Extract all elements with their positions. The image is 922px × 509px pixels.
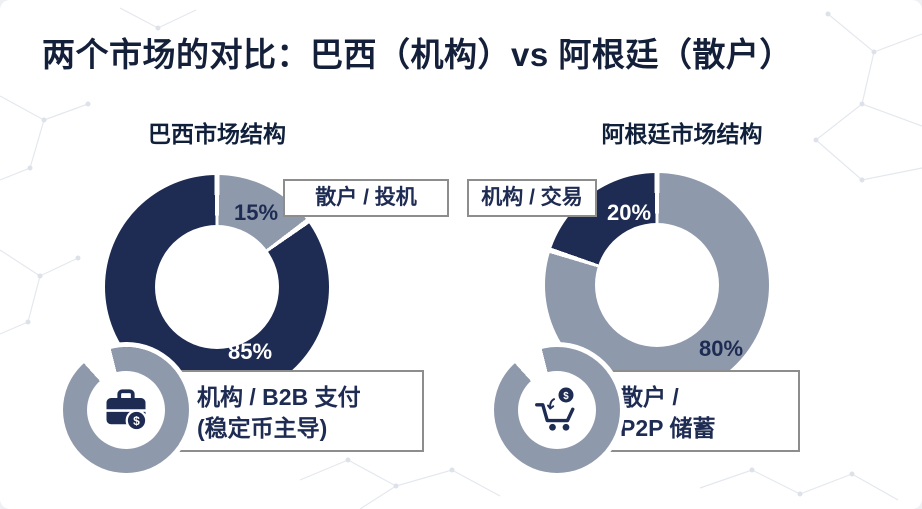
svg-text:$: $ <box>133 414 140 428</box>
argentina-icon-circle: $ <box>518 371 596 449</box>
argentina-institutional-label-box: 机构 / 交易 <box>467 179 597 217</box>
brazil-retail-label-box: 散户 / 投机 <box>283 179 449 217</box>
brazil-institutional-percent: 85% <box>227 339 273 364</box>
argentina-retail-label-line1: 散户 / <box>620 384 679 410</box>
brazil-icon-circle: $ <box>87 371 165 449</box>
brazil-retail-percent: 15% <box>233 200 279 225</box>
brazil-institutional-label-line1: 机构 / B2B 支付 <box>197 384 361 410</box>
brazil-icon-badge: $ <box>63 347 189 473</box>
argentina-chart-title: 阿根廷市场结构 <box>601 121 763 147</box>
brazil-retail-label: 散户 / 投机 <box>315 186 417 209</box>
brazil-institutional-label-line2: (稳定币主导) <box>197 415 328 442</box>
argentina-institutional-label: 机构 / 交易 <box>481 186 583 209</box>
brazil-donut-hole <box>155 225 279 349</box>
argentina-institutional-percent: 20% <box>606 200 652 225</box>
argentina-retail-label-line2: P2P 储蓄 <box>620 415 716 442</box>
argentina-retail-label-box: 散户 / P2P 储蓄 <box>600 370 800 452</box>
argentina-retail-percent: 80% <box>698 336 744 361</box>
dollar-coin-icon: $ <box>125 409 148 432</box>
page-title: 两个市场的对比：巴西（机构）vs 阿根廷（散户） <box>42 36 793 73</box>
argentina-icon-badge: $ <box>494 347 620 473</box>
shopping-cart-icon: $ <box>535 387 575 431</box>
brazil-institutional-label-box: 机构 / B2B 支付 (稳定币主导) <box>177 370 424 452</box>
briefcase-icon: $ <box>106 389 148 432</box>
svg-text:$: $ <box>563 391 569 402</box>
dollar-coin-icon: $ <box>558 387 574 403</box>
argentina-donut-hole <box>595 223 719 347</box>
brazil-chart-title: 巴西市场结构 <box>148 121 286 147</box>
